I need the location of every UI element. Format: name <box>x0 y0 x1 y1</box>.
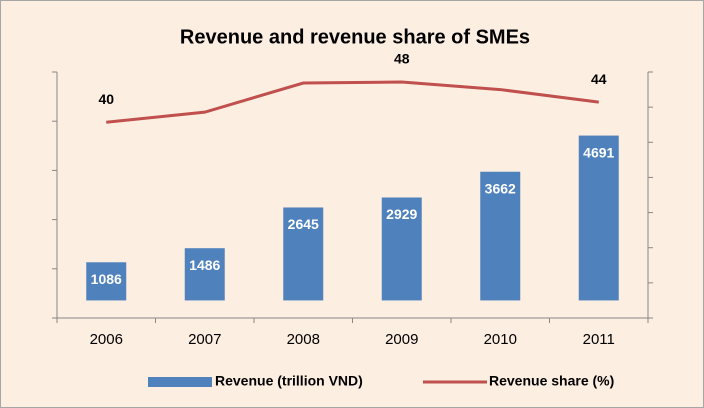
line-value-label: 40 <box>98 91 114 107</box>
bar <box>480 171 521 301</box>
bar <box>86 262 127 301</box>
legend-label: Revenue share (%) <box>489 373 614 389</box>
bar <box>381 197 422 301</box>
bar-value-label: 1086 <box>91 271 122 287</box>
line-value-label: 44 <box>591 71 607 87</box>
x-tick-label: 2008 <box>287 331 320 348</box>
bar-value-label: 4691 <box>583 144 614 160</box>
legend-swatch <box>148 377 212 387</box>
bar-value-label: 3662 <box>485 180 516 196</box>
x-tick-label: 2006 <box>90 331 123 348</box>
x-tick-label: 2009 <box>385 331 418 348</box>
bar <box>184 248 225 301</box>
bar <box>578 135 619 301</box>
x-tick-label: 2011 <box>583 331 615 348</box>
line-value-label: 48 <box>394 51 410 67</box>
bar-value-label: 2645 <box>288 216 319 232</box>
bar <box>283 207 324 301</box>
bar-value-label: 1486 <box>189 257 220 273</box>
x-tick-label: 2010 <box>484 331 517 348</box>
bar-value-label: 2929 <box>386 206 417 222</box>
x-tick-label: 2007 <box>188 331 221 348</box>
legend-label: Revenue (trillion VND) <box>215 373 363 389</box>
line <box>106 80 599 124</box>
chart-title: Revenue and revenue share of SMEs <box>180 26 530 48</box>
